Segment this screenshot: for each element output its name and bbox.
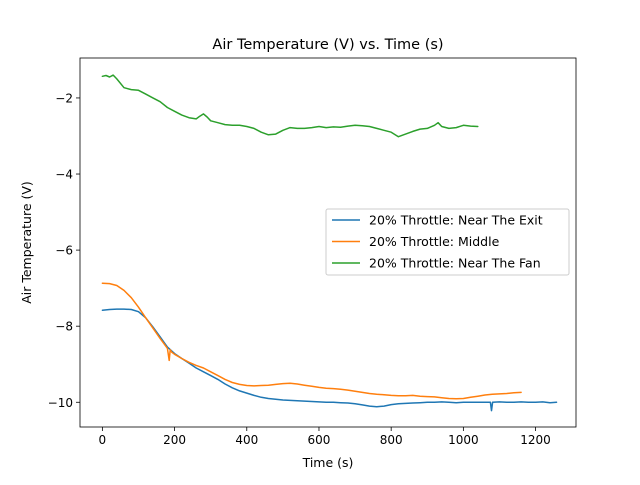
- x-tick-label: 1000: [448, 433, 479, 447]
- legend-box: [325, 208, 570, 276]
- series-layer: [101, 74, 558, 412]
- chart-title: Air Temperature (V) vs. Time (s): [212, 37, 443, 53]
- x-tick-label: 400: [235, 433, 258, 447]
- y-tick-label: −6: [55, 244, 73, 258]
- x-tick-label: 200: [163, 433, 186, 447]
- plot-frame: [79, 57, 577, 428]
- x-axis-ticks: 0 200 400 600 800 1000 1200: [99, 427, 551, 447]
- legend-label-2: 20% Throttle: Near The Fan: [369, 256, 541, 271]
- y-tick-label: −10: [48, 396, 73, 410]
- legend-items: 20% Throttle: Near The Exit 20% Throttle:…: [332, 213, 543, 271]
- x-tick-label: 600: [308, 433, 331, 447]
- y-axis-ticks: −10 −8 −6 −4 −2: [48, 91, 80, 410]
- y-tick-label: −2: [55, 91, 73, 105]
- y-tick-label: −4: [55, 168, 73, 182]
- series-line-1: [101, 282, 522, 400]
- y-axis-label: Air Temperature (V): [19, 181, 34, 304]
- series-line-2: [101, 74, 479, 138]
- x-tick-label: 0: [99, 433, 107, 447]
- x-tick-label: 1200: [520, 433, 551, 447]
- x-tick-label: 800: [380, 433, 403, 447]
- legend: 20% Throttle: Near The Exit 20% Throttle:…: [325, 208, 570, 276]
- x-axis-label: Time (s): [302, 455, 354, 470]
- y-tick-label: −8: [55, 320, 73, 334]
- legend-label-0: 20% Throttle: Near The Exit: [369, 213, 543, 228]
- legend-label-1: 20% Throttle: Middle: [369, 234, 500, 249]
